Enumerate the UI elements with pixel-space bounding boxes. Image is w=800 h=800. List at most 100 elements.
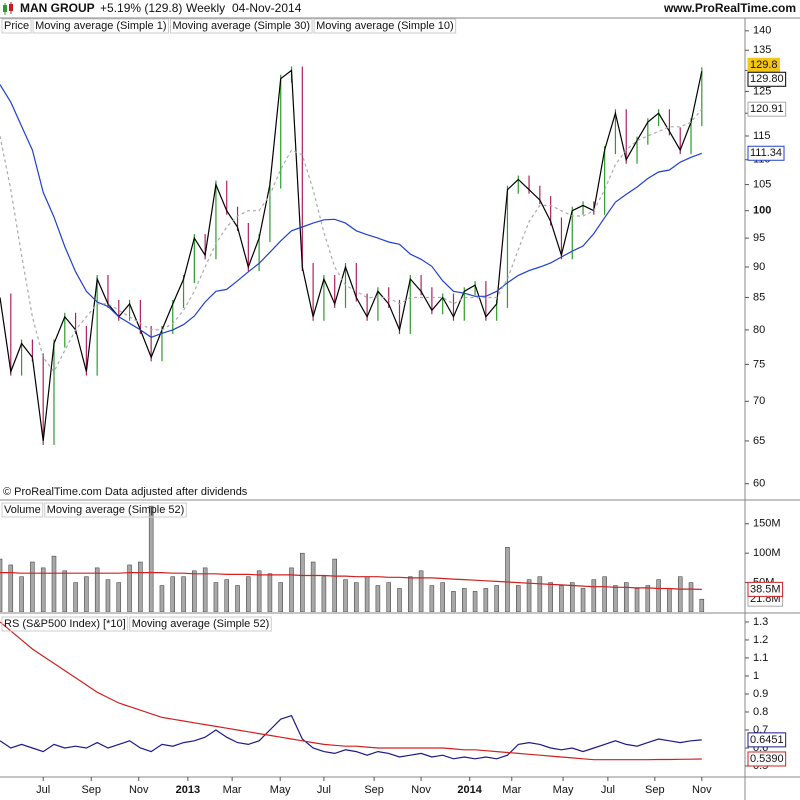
legend-entry: Moving average (Simple 52) [132,618,270,630]
plot-area [0,621,702,761]
volume-bar [51,555,57,612]
y-tick-label: 75 [753,358,765,370]
volume-bar [332,558,337,612]
volume-bar [548,582,553,612]
volume-bar [386,582,391,612]
volume-bar [40,567,46,612]
volume-bar [408,576,413,612]
volume-bar [19,576,24,612]
last-value-label: 129.8 [750,59,778,71]
legend-box [1,18,32,34]
volume-bar [591,579,597,612]
y-tick-label: 0.8 [753,706,768,718]
volume-bar [289,567,294,612]
last-value-label: 0.5390 [750,753,784,765]
volume-bar [688,582,694,612]
last-value-box [747,732,787,748]
x-tick-label: May [270,784,291,796]
volume-bar [645,585,651,612]
y-tick-label: 60 [753,478,765,490]
x-tick-label: Jul [36,784,50,796]
volume-bar [526,579,532,612]
note: © ProRealTime.com Data adjusted after di… [3,486,248,498]
period: Weekly [186,1,225,15]
volume-bar [580,588,586,612]
volume-bar [300,552,305,612]
x-tick-label: 2014 [457,784,482,796]
volume-bar [202,567,208,612]
volume-bar [310,561,316,612]
legend-box [1,616,129,632]
volume-bar [278,582,283,612]
legend-box [129,616,272,632]
volume-bar [256,570,262,612]
y-tick-label: 70 [753,395,765,407]
series-line [0,714,702,760]
volume-bar [321,576,327,612]
volume-bar [30,561,35,612]
plot-area [0,66,703,445]
volume-bar [494,585,499,612]
volume-bar [440,582,445,612]
y-tick-label: 1.2 [753,634,768,646]
volume-bar [224,579,229,612]
last-value-box [747,145,785,161]
volume-bar [451,591,456,612]
volume-bar [181,576,186,612]
series-line [0,108,703,373]
volume-bar [559,585,564,612]
y-tick-label: 90 [753,261,765,273]
last-value-label: 129.80 [750,73,784,85]
volume-bar [267,573,273,612]
volume-bar [667,588,672,612]
volume-bar [375,585,381,612]
volume-bar [429,585,435,612]
x-tick-label: Sep [364,784,384,796]
legend-box [170,18,313,34]
legend-entry: Volume [4,504,41,516]
x-tick-label: Nov [129,784,149,796]
legend-box [32,18,170,34]
last-value-label: 0.6451 [750,734,784,746]
volume-bar [656,579,661,612]
symbol-icon [3,2,13,15]
volume-bar [364,576,370,612]
volume-bar [246,576,251,612]
volume-bar [105,579,111,612]
volume-bar [0,558,3,612]
volume-bar [602,576,607,612]
y-tick-label: 95 [753,232,765,244]
instrument-name: MAN GROUP [20,1,95,15]
last-value-box [747,751,787,767]
y-tick-label: 80 [753,324,765,336]
site-link: www.ProRealTime.com [663,1,796,15]
date: 04-Nov-2014 [232,1,302,15]
legend-entry: Moving average (Simple 1) [35,20,166,32]
volume-bar [343,579,348,612]
volume-bar [505,547,510,612]
x-tick-label: Sep [81,784,101,796]
y-tick-label: 1.3 [753,616,768,628]
volume-bar [116,582,122,612]
panel-label: Price [4,20,29,32]
volume-bar [84,576,89,612]
y-tick-label: 150M [753,518,781,530]
last-value-label: 38.5M [750,583,781,595]
volume-bar [472,591,478,612]
legend-entry: RS (S&P500 Index) [*10] [4,618,126,630]
x-tick-label: Jul [317,784,331,796]
x-tick-label: Nov [692,784,712,796]
x-tick-label: May [553,784,574,796]
legend-box [1,502,44,518]
y-tick-label: 1 [753,670,759,682]
volume-bar [159,585,165,612]
series-line [0,572,702,590]
x-tick-label: 2013 [176,784,200,796]
series-line [0,84,703,338]
y-tick-label: 115 [753,130,771,142]
legend-entry: Moving average (Simple 30) [173,20,311,32]
legend-box [313,18,457,34]
y-tick-label: 100M [753,547,781,559]
